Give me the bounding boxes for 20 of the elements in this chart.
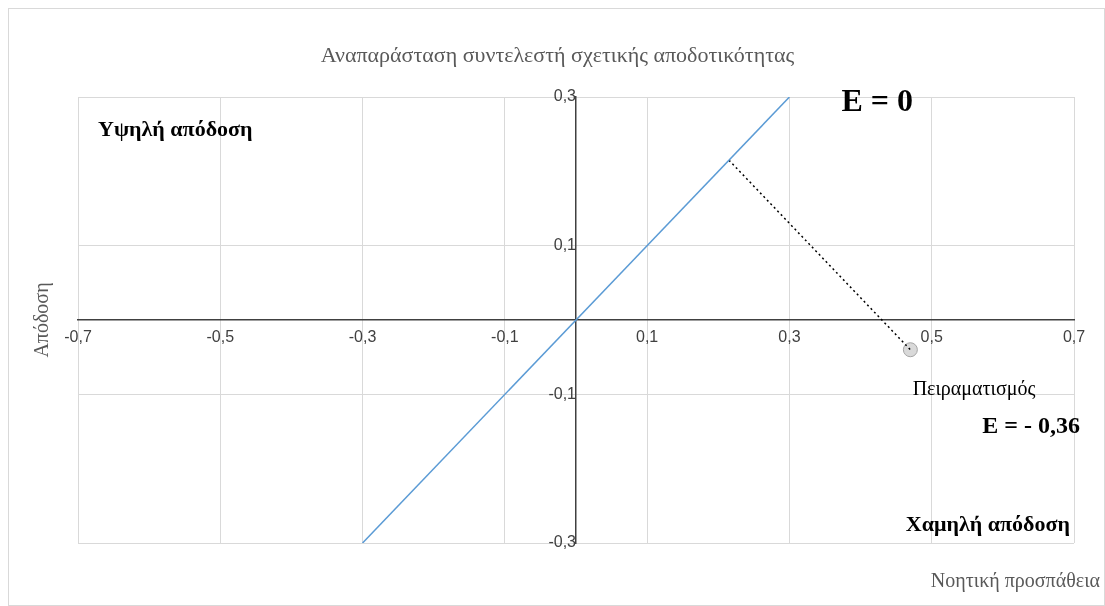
x-tick-label: -0,5 [206, 328, 235, 346]
y-tick-label: -0,3 [548, 533, 577, 551]
x-tick-label: -0,3 [348, 328, 377, 346]
y-tick-label: 0,3 [553, 87, 577, 105]
annotation: E = - 0,36 [982, 412, 1080, 439]
y-axis-title: Απόδοση [30, 282, 54, 358]
y-tick-label: 0,1 [553, 236, 577, 254]
annotation: Υψηλή απόδοση [98, 115, 253, 141]
annotation: E = 0 [841, 82, 914, 119]
x-tick-label: 0,3 [778, 328, 801, 346]
x-axis-title: Νοητική προσπάθεια [930, 569, 1101, 593]
x-tick-label: -0,7 [64, 328, 92, 346]
x-tick-label: -0,1 [491, 328, 519, 346]
x-tick-label: 0,7 [1062, 328, 1086, 346]
annotation: Χαμηλή απόδοση [905, 510, 1070, 536]
annotation: Πειραματισμός [912, 377, 1036, 401]
chart-title: Αναπαράσταση συντελεστή σχετικής αποδοτικότητας [320, 41, 795, 67]
x-tick-label: 0,1 [636, 328, 659, 346]
y-tick-label: -0,1 [548, 384, 577, 402]
x-tick-label: 0,5 [920, 328, 943, 346]
